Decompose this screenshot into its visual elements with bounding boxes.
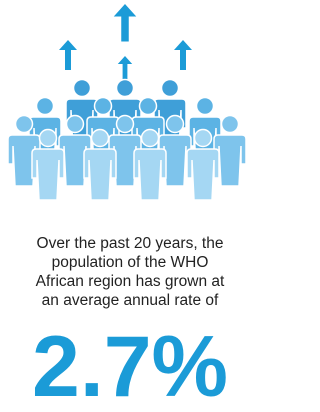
- caption-line: Over the past 20 years, the: [37, 235, 224, 252]
- arrows: [59, 4, 192, 80]
- arrow: [174, 40, 192, 70]
- arrow: [59, 40, 77, 70]
- caption-line: African region has grown at: [36, 273, 225, 290]
- caption-line: population of the WHO: [52, 254, 209, 271]
- caption: Over the past 20 years, the population o…: [36, 235, 225, 309]
- arrow: [114, 4, 137, 42]
- stat: 2.7%: [32, 319, 228, 407]
- crowd: [8, 80, 246, 201]
- infographic: Over the past 20 years, the population o…: [0, 0, 260, 407]
- arrow: [118, 56, 132, 80]
- caption-line: an average annual rate of: [42, 292, 219, 309]
